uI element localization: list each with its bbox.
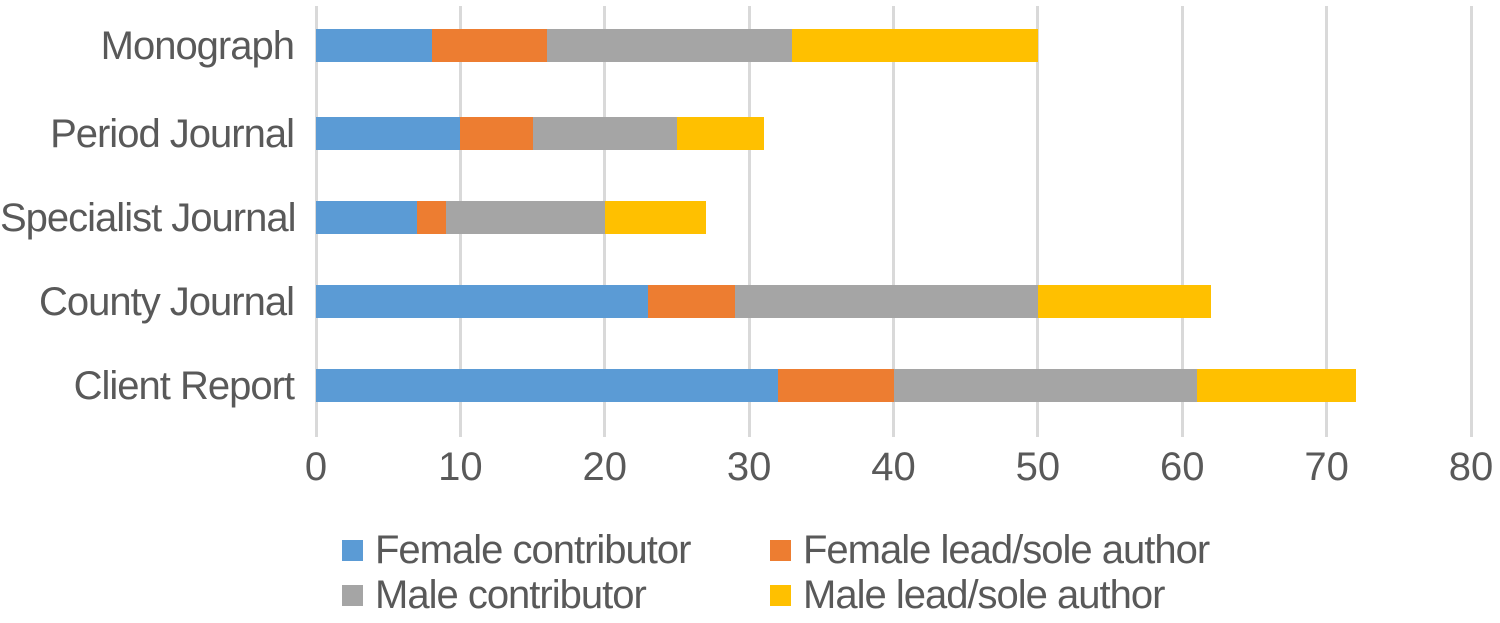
bar-segment-series-0 (316, 117, 461, 150)
bar-row (316, 201, 1471, 234)
x-tick-label: 30 (726, 445, 772, 489)
gridline (1325, 6, 1329, 437)
bar-segment-series-2 (445, 201, 605, 234)
bar-segment-series-3 (1196, 369, 1356, 402)
category-label: Monograph (100, 23, 295, 68)
legend-label: Male contributor (375, 573, 647, 617)
x-tick-label: 0 (304, 445, 328, 489)
legend-swatch-icon (770, 584, 791, 606)
gridline (1180, 6, 1184, 437)
legend-swatch-icon (342, 584, 363, 606)
bar-segment-series-1 (778, 369, 894, 402)
legend-label: Female contributor (375, 528, 691, 572)
legend-item: Male contributor (342, 573, 647, 617)
bar-segment-series-3 (792, 29, 1038, 62)
category-label: County Journal (38, 279, 295, 324)
legend-item: Male lead/sole author (770, 573, 1165, 617)
bar-segment-series-3 (1037, 285, 1212, 318)
bar-row (316, 285, 1471, 318)
bar-segment-series-1 (431, 29, 547, 62)
bar-segment-series-3 (604, 201, 706, 234)
legend-swatch-icon (770, 539, 791, 561)
x-tick-label: 50 (1015, 445, 1061, 489)
category-label: Period Journal (50, 111, 295, 156)
bar-segment-series-2 (893, 369, 1197, 402)
category-label: Client Report (73, 363, 295, 408)
gridline (1036, 6, 1040, 437)
legend-swatch-icon (342, 539, 363, 561)
legend-item: Female lead/sole author (770, 528, 1210, 572)
legend-item: Female contributor (342, 528, 691, 572)
bar-segment-series-0 (316, 29, 432, 62)
x-tick-label: 70 (1304, 445, 1349, 489)
legend-label: Male lead/sole author (803, 573, 1165, 617)
x-tick-label: 80 (1448, 445, 1494, 489)
bar-segment-series-2 (734, 285, 1038, 318)
gridline (747, 6, 751, 437)
x-tick-label: 10 (438, 445, 483, 489)
legend-label: Female lead/sole author (803, 528, 1210, 572)
bar-row (316, 29, 1471, 62)
bar-segment-series-1 (648, 285, 735, 318)
bar-segment-series-1 (460, 117, 533, 150)
x-tick-label: 20 (582, 445, 628, 489)
gridline (1469, 6, 1473, 437)
bar-segment-series-3 (676, 117, 764, 150)
x-tick-label: 60 (1160, 445, 1205, 489)
category-label: Specialist Journal (0, 195, 297, 240)
bar-segment-series-1 (417, 201, 446, 234)
gridline (892, 6, 895, 437)
bar-row (316, 117, 1471, 150)
bar-segment-series-0 (316, 285, 649, 318)
x-tick-label: 40 (871, 445, 916, 489)
bar-segment-series-0 (316, 369, 778, 402)
bar-segment-series-2 (547, 29, 793, 62)
bar-segment-series-2 (532, 117, 677, 150)
bar-segment-series-0 (316, 201, 418, 234)
bar-row (316, 369, 1471, 402)
